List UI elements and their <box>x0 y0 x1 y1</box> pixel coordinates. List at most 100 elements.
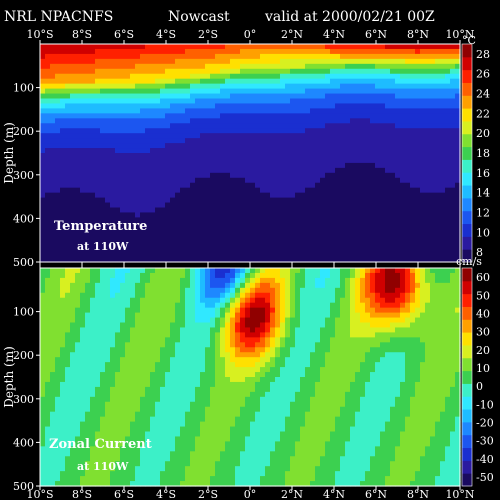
heatmap-cell <box>130 192 136 199</box>
heatmap-cell <box>155 237 161 243</box>
heatmap-cell <box>130 302 136 309</box>
heatmap-cell <box>75 396 81 403</box>
heatmap-cell <box>395 108 401 114</box>
heatmap-cell <box>80 222 86 228</box>
heatmap-cell <box>120 128 126 134</box>
heatmap-cell <box>130 187 136 194</box>
heatmap-cell <box>170 277 176 284</box>
heatmap-cell <box>255 103 261 109</box>
heatmap-cell <box>335 177 341 184</box>
heatmap-cell <box>45 143 51 149</box>
heatmap-cell <box>65 123 71 129</box>
heatmap-cell <box>165 242 171 248</box>
heatmap-cell <box>280 138 286 144</box>
heatmap-cell <box>135 103 141 109</box>
heatmap-cell <box>255 138 261 144</box>
heatmap-cell <box>80 367 86 373</box>
heatmap-cell <box>75 212 81 218</box>
heatmap-cell <box>80 217 86 223</box>
heatmap-cell <box>150 451 156 457</box>
heatmap-cell <box>125 192 131 199</box>
heatmap-cell <box>295 257 301 263</box>
heatmap-cell <box>105 381 111 388</box>
heatmap-cell <box>105 282 111 289</box>
heatmap-cell <box>290 257 296 263</box>
heatmap-cell <box>90 401 96 408</box>
heatmap-cell <box>135 332 141 338</box>
heatmap-cell <box>90 133 96 139</box>
heatmap-cell <box>245 167 251 174</box>
heatmap-cell <box>380 118 386 124</box>
heatmap-cell <box>290 93 296 100</box>
heatmap-cell <box>105 268 111 274</box>
heatmap-cell <box>240 73 246 80</box>
heatmap-cell <box>395 202 401 209</box>
heatmap-cell <box>340 73 346 80</box>
heatmap-cell <box>105 78 111 85</box>
heatmap-cell <box>45 187 51 194</box>
heatmap-cell <box>160 98 166 105</box>
heatmap-cell <box>140 297 146 304</box>
heatmap-cell <box>155 401 161 408</box>
heatmap-cell <box>125 83 131 90</box>
heatmap-cell <box>220 68 226 75</box>
heatmap-cell <box>290 128 296 134</box>
heatmap-cell <box>150 177 156 184</box>
heatmap-cell <box>105 237 111 243</box>
heatmap-cell <box>80 381 86 388</box>
heatmap-cell <box>80 431 86 438</box>
heatmap-cell <box>385 83 391 90</box>
heatmap-cell <box>150 406 156 413</box>
heatmap-cell <box>40 441 46 447</box>
heatmap-cell <box>240 257 246 263</box>
heatmap-cell <box>160 172 166 179</box>
heatmap-cell <box>315 103 321 109</box>
heatmap-cell <box>110 272 116 279</box>
heatmap-cell <box>345 177 351 184</box>
heatmap-cell <box>210 192 216 199</box>
heatmap-cell <box>55 172 61 179</box>
heatmap-cell <box>290 123 296 129</box>
heatmap-cell <box>160 446 166 452</box>
heatmap-cell <box>155 307 161 314</box>
heatmap-cell <box>150 456 156 462</box>
heatmap-cell <box>430 257 436 263</box>
heatmap-cell <box>305 182 311 189</box>
heatmap-cell <box>120 217 126 223</box>
heatmap-cell <box>190 118 196 124</box>
heatmap-cell <box>95 287 101 294</box>
heatmap-cell <box>95 83 101 90</box>
heatmap-cell <box>190 217 196 223</box>
heatmap-cell <box>130 381 136 388</box>
heatmap-cell <box>100 98 106 105</box>
heatmap-cell <box>305 187 311 194</box>
heatmap-cell <box>315 252 321 258</box>
heatmap-cell <box>230 217 236 223</box>
heatmap-cell <box>430 192 436 199</box>
heatmap-cell <box>235 148 241 154</box>
heatmap-cell <box>345 202 351 209</box>
heatmap-cell <box>130 367 136 373</box>
heatmap-cell <box>275 172 281 179</box>
heatmap-cell <box>390 177 396 184</box>
heatmap-cell <box>55 272 61 279</box>
heatmap-cell <box>50 83 56 90</box>
heatmap-cell <box>115 222 121 228</box>
heatmap-cell <box>160 268 166 274</box>
heatmap-cell <box>75 232 81 238</box>
heatmap-cell <box>95 68 101 75</box>
heatmap-cell <box>135 197 141 204</box>
heatmap-cell <box>60 133 66 139</box>
heatmap-cell <box>280 88 286 95</box>
heatmap-cell <box>95 138 101 144</box>
heatmap-cell <box>295 252 301 258</box>
heatmap-cell <box>85 237 91 243</box>
heatmap-cell <box>235 103 241 109</box>
x-tick-label: 4°N <box>323 28 345 41</box>
heatmap-cell <box>50 44 56 50</box>
heatmap-cell <box>75 277 81 284</box>
heatmap-cell <box>150 53 156 60</box>
heatmap-cell <box>40 182 46 189</box>
heatmap-cell <box>65 227 71 233</box>
heatmap-cell <box>340 237 346 243</box>
